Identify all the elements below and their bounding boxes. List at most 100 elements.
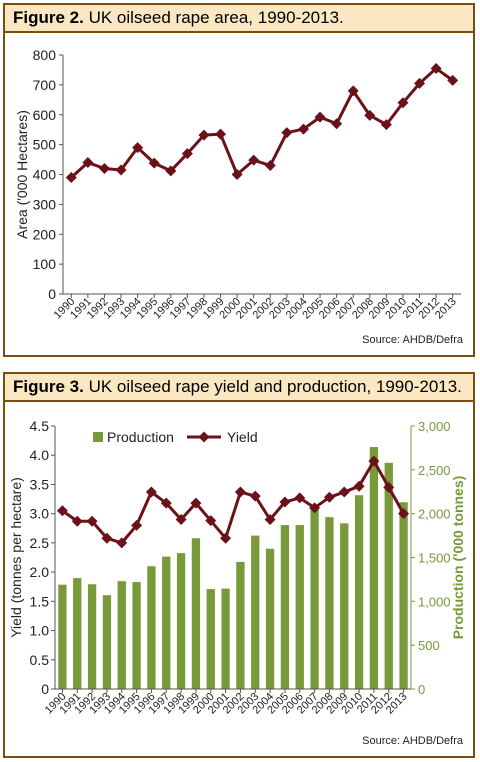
production-bar xyxy=(58,584,67,689)
production-bar xyxy=(73,578,82,689)
production-bar xyxy=(117,581,126,689)
production-bar xyxy=(176,553,186,689)
production-bar xyxy=(280,525,290,689)
yield-point xyxy=(353,480,365,492)
area-point xyxy=(297,123,309,135)
production-bar xyxy=(369,447,379,689)
yield-point xyxy=(368,455,380,467)
y-tick-label: 1.0 xyxy=(30,623,50,639)
area-point xyxy=(65,171,77,183)
yield-point xyxy=(294,492,306,504)
production-bar xyxy=(399,502,408,689)
yield-point xyxy=(101,532,113,544)
figure2-title: UK oilseed rape area, 1990-2013. xyxy=(88,8,344,27)
y-tick-label: 2.5 xyxy=(30,535,50,551)
y-tick-label: 0.5 xyxy=(30,652,50,668)
yield-point xyxy=(190,497,202,509)
y-tick-label: 300 xyxy=(33,196,57,212)
figure3-panel: Figure 3. UK oilseed rape yield and prod… xyxy=(3,372,475,758)
legend-production-label: Production xyxy=(107,429,174,445)
production-bar xyxy=(206,589,215,689)
y2-tick-label: 3,000 xyxy=(418,419,451,434)
figure2-label: Figure 2. xyxy=(13,8,84,27)
production-bar xyxy=(384,462,393,689)
yield-line xyxy=(61,459,405,545)
area-point xyxy=(215,128,227,140)
yield-point xyxy=(338,486,350,498)
figure2-panel: Figure 2. UK oilseed rape area, 1990-201… xyxy=(3,3,475,357)
figure3-chart: 0 0.5 1.0 1.5 2.0 2.5 3.0 3.5 4.0 4.5 0 500 1,000 1,5… xyxy=(8,418,466,716)
figure3-header: Figure 3. UK oilseed rape yield and prod… xyxy=(5,374,473,402)
y-tick-label: 4.5 xyxy=(30,418,50,434)
production-bar xyxy=(295,525,304,689)
area-point xyxy=(198,129,210,141)
area-point xyxy=(347,85,359,97)
y-tick-label: 3.0 xyxy=(30,506,50,522)
production-bar xyxy=(132,582,141,689)
y-tick-label: 1.5 xyxy=(30,593,50,609)
production-bar xyxy=(162,556,171,689)
area-point xyxy=(264,160,276,172)
area-point xyxy=(165,165,177,177)
y-tick-label: 400 xyxy=(33,167,57,183)
production-bar xyxy=(236,561,245,689)
production-bar xyxy=(310,509,319,689)
area-point xyxy=(397,97,409,109)
figure3-label: Figure 3. xyxy=(13,377,84,396)
area-point xyxy=(148,157,160,169)
yield-point xyxy=(175,514,187,526)
area-point xyxy=(430,62,442,74)
figure3-title: UK oilseed rape yield and production, 19… xyxy=(88,377,462,396)
production-bar xyxy=(340,523,349,689)
area-point xyxy=(447,74,459,86)
yield-point xyxy=(71,515,83,527)
y2-tick-label: 500 xyxy=(418,638,440,653)
yield-point xyxy=(86,515,98,527)
y2-tick-label: 1,000 xyxy=(418,594,451,609)
y-tick-label: 2.0 xyxy=(30,564,50,580)
area-point xyxy=(364,109,376,121)
y-tick-label: 0 xyxy=(41,681,49,697)
production-bar xyxy=(147,566,156,689)
yield-point xyxy=(205,515,217,527)
yield-point xyxy=(145,486,157,498)
yield-point xyxy=(279,496,291,508)
area-point xyxy=(82,157,94,169)
y2-tick-label: 2,000 xyxy=(418,507,451,522)
area-point xyxy=(380,119,392,131)
y2-tick-label: 0 xyxy=(418,682,425,697)
area-point xyxy=(281,127,293,139)
yield-point xyxy=(249,490,261,502)
area-point xyxy=(231,169,243,180)
figure2-chart: 0 100 200 300 400 500 600 700 800 Area ('000 Hect… xyxy=(14,47,461,321)
y-tick-label: 100 xyxy=(33,256,57,272)
production-bar xyxy=(354,495,364,689)
area-point xyxy=(414,77,426,89)
y2-tick-label: 2,500 xyxy=(418,463,451,478)
legend-yield-label: Yield xyxy=(227,429,258,445)
yield-point xyxy=(160,497,172,509)
area-point xyxy=(248,154,260,166)
y2-axis-label: Production ('000 tonnes) xyxy=(450,476,466,640)
y2-tick-label: 1,500 xyxy=(418,551,451,566)
figure2-source: Source: AHDB/Defra xyxy=(362,334,463,346)
production-bar xyxy=(191,538,201,689)
yield-point xyxy=(220,532,232,544)
figure2-header: Figure 2. UK oilseed rape area, 1990-201… xyxy=(5,5,473,33)
production-bar xyxy=(102,595,112,689)
figure3-source: Source: AHDB/Defra xyxy=(362,735,463,747)
production-bar xyxy=(265,548,275,689)
y-tick-label: 0 xyxy=(48,286,56,302)
yield-point xyxy=(116,537,128,549)
area-point xyxy=(115,164,127,176)
y-tick-label: 200 xyxy=(33,226,57,242)
production-bar xyxy=(87,584,97,689)
legend-yield-marker xyxy=(198,431,210,443)
production-bar xyxy=(251,535,260,689)
yield-point xyxy=(383,481,395,493)
y-tick-label: 500 xyxy=(33,137,57,153)
area-point xyxy=(314,111,326,123)
y-axis-label: Area ('000 Hectares) xyxy=(14,110,30,239)
yield-point xyxy=(56,505,68,517)
production-bar xyxy=(325,517,334,689)
